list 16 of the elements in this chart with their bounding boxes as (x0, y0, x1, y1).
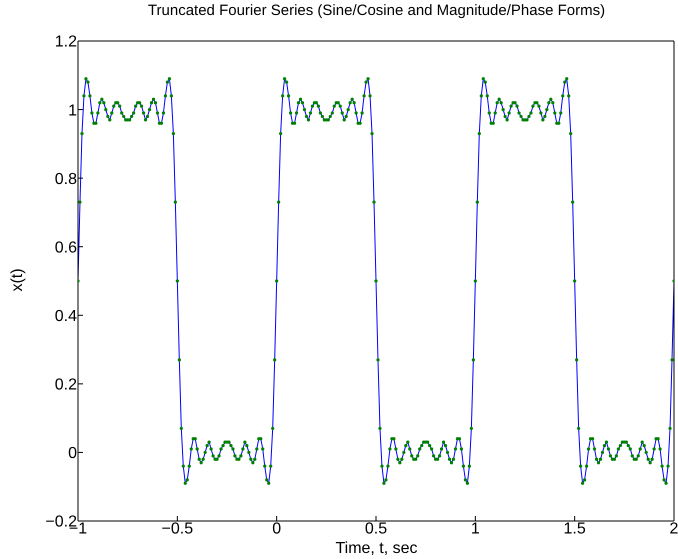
chart-title: Truncated Fourier Series (Sine/Cosine and Magnitude/Phase Forms) (146, 2, 606, 19)
y-tick-label: 0.8 (54, 170, 78, 188)
x-tick-label: 0 (272, 520, 282, 538)
y-tick-label: 0 (68, 445, 78, 462)
y-tick-label: 0.6 (54, 239, 78, 256)
y-axis-title: x(t) (9, 268, 27, 292)
y-tick-label: 0.4 (54, 308, 78, 325)
x-tick-label: 1.5 (564, 520, 586, 538)
x-tick-label: 2 (670, 520, 678, 538)
y-tick-label: 1.2 (54, 34, 78, 51)
x-tick-label: 0.5 (364, 520, 388, 538)
y-tick-label: 0.2 (54, 376, 78, 394)
x-axis-title: Time, t, sec (334, 540, 419, 558)
x-tick-label: −0.5 (162, 520, 194, 538)
x-tick-label: 1 (470, 520, 480, 538)
y-tick-label: 1 (68, 102, 78, 120)
